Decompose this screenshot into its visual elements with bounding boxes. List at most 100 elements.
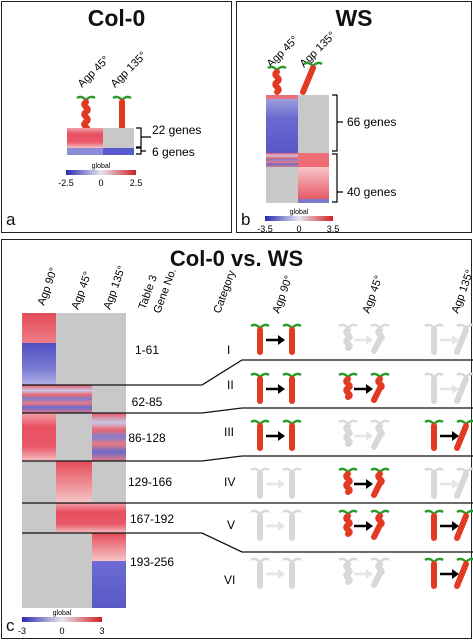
category-label: II (227, 378, 234, 392)
category-label: I (227, 343, 230, 357)
group-label: 22 genes (152, 123, 201, 137)
gene-range: 193-256 (130, 555, 174, 569)
gene-range: 62-85 (132, 395, 163, 409)
panel-c-label: c (6, 616, 15, 635)
panel-c-title: Col-0 vs. WS (169, 246, 304, 271)
arrow-icon (440, 384, 459, 394)
arrow-icon (354, 335, 373, 345)
straight-seedling-icon (112, 95, 132, 135)
panel-c-figure: Agp 90° Agp 45° Agp 135° Table 3 Gene No… (18, 264, 473, 636)
bent-seedling-icon (370, 323, 390, 354)
panel-a-figure: Agp 45° Agp 135° 22 genes 6 genes global… (58, 50, 201, 188)
col-label: Agp 45° (265, 34, 301, 70)
panel-b-figure: Agp 45° Agp 135° 66 genes 40 genes globa… (257, 30, 396, 234)
straight-seedling-icon (424, 372, 444, 404)
category-header: Category (212, 269, 239, 316)
arrow-icon (266, 521, 285, 531)
col-label: Agp 45° (76, 54, 112, 90)
legend-title: global (92, 163, 111, 170)
straight-seedling-icon (424, 509, 444, 541)
panel-a: Col-0 Agp 45° Agp 135° 22 genes 6 genes … (1, 1, 232, 233)
col-label: Agp 90° (36, 266, 61, 307)
straight-seedling-icon (250, 557, 270, 589)
straight-seedling-icon (424, 557, 444, 589)
panel-b-title: WS (335, 5, 373, 31)
straight-seedling-icon (250, 467, 270, 499)
legend-max: 2.5 (130, 178, 143, 188)
group-label: 6 genes (152, 145, 195, 159)
panel-c: Col-0 vs. WS Agp 90° Agp 45° Agp 135° Ta… (1, 239, 473, 639)
legend-min: -3.5 (257, 224, 273, 234)
arrow-icon (354, 384, 373, 394)
heatmap (67, 128, 134, 155)
legend-title: global (290, 209, 309, 216)
curled-seedling-icon (338, 557, 358, 585)
bent-seedling-icon (370, 557, 390, 588)
panel-b-label: b (241, 210, 251, 229)
legend-mid: 0 (296, 224, 301, 234)
straight-seedling-icon (424, 419, 444, 451)
arrow-icon (266, 479, 285, 489)
legend-colorbar (265, 216, 333, 221)
arrow-icon (266, 384, 285, 394)
gene-range: 1-61 (135, 343, 159, 357)
arrow-icon (266, 431, 285, 441)
bent-seedling-icon (370, 467, 390, 498)
tilted-seedling-icon (454, 467, 473, 499)
legend-max: 3.5 (327, 224, 340, 234)
straight-seedling-icon (424, 323, 444, 355)
legend-max: 3 (99, 626, 104, 636)
arrow-icon (354, 569, 373, 579)
arrow-icon (440, 569, 459, 579)
tilted-seedling-icon (454, 323, 473, 355)
arrow-icon (440, 335, 459, 345)
category-label: VI (224, 573, 235, 587)
group-label: 66 genes (347, 115, 396, 129)
legend-title: global (53, 610, 72, 617)
legend-mid: 0 (98, 178, 103, 188)
category-label: IV (224, 475, 235, 489)
tilted-seedling-icon (454, 557, 473, 589)
group-bracket (332, 153, 343, 203)
curled-seedling-icon (338, 509, 358, 537)
gene-range: 86-128 (128, 431, 166, 445)
row-dividers (22, 359, 473, 553)
arrow-icon (440, 431, 459, 441)
gene-range: 167-192 (130, 512, 174, 526)
tilted-seedling-icon (454, 372, 473, 404)
legend-mid: 0 (59, 626, 64, 636)
table-header: Gene No. (152, 267, 179, 315)
phenotype-illustrations (250, 323, 473, 589)
straight-seedling-icon (282, 419, 302, 451)
category-col-label: Agp 45° (361, 274, 386, 315)
straight-seedling-icon (282, 372, 302, 404)
heatmap (22, 313, 126, 608)
legend-min: -3 (18, 626, 26, 636)
group-label: 40 genes (347, 185, 396, 199)
panel-a-label: a (6, 210, 16, 229)
straight-seedling-icon (250, 323, 270, 355)
arrow-icon (266, 569, 285, 579)
straight-seedling-icon (250, 372, 270, 404)
straight-seedling-icon (282, 509, 302, 541)
group-bracket (136, 127, 151, 148)
category-col-label: Agp 90° (271, 274, 296, 315)
curled-seedling-icon (267, 65, 287, 95)
gene-range: 129-166 (128, 475, 172, 489)
arrow-icon (354, 521, 373, 531)
category-label: V (227, 518, 235, 532)
category-label: III (224, 425, 234, 439)
bent-seedling-icon (370, 372, 390, 403)
arrow-icon (440, 521, 459, 531)
tilted-seedling-icon (454, 419, 473, 451)
col-label: Agp 135° (109, 50, 150, 91)
arrow-icon (354, 431, 373, 441)
col-label: Agp 45° (70, 270, 95, 311)
heatmap (266, 95, 329, 203)
straight-seedling-icon (282, 323, 302, 355)
legend-colorbar (22, 617, 102, 622)
group-bracket (136, 147, 146, 155)
arrow-icon (266, 335, 285, 345)
legend-colorbar (66, 170, 136, 175)
legend-min: -2.5 (58, 178, 74, 188)
